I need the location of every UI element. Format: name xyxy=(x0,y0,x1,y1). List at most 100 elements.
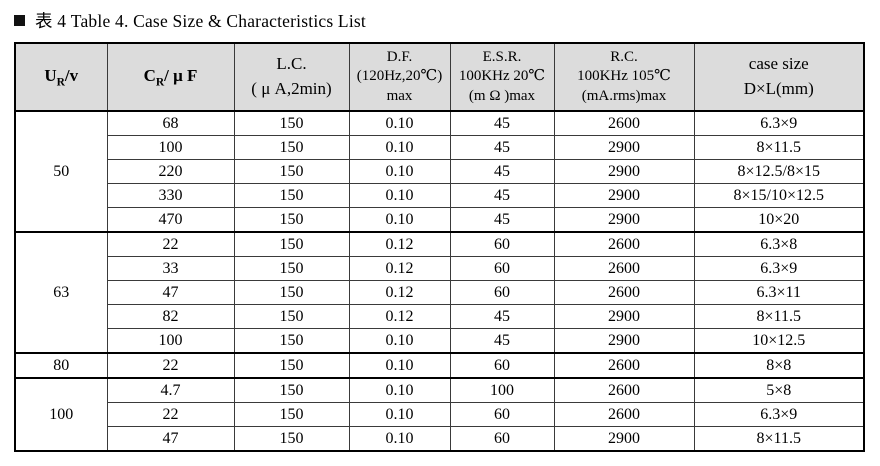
df-cell: 0.10 xyxy=(348,377,451,403)
ripple-current-cell: 2900 xyxy=(553,135,695,160)
case-size-cell: 8×15/10×12.5 xyxy=(693,183,865,208)
leakage-current-cell: 150 xyxy=(233,402,350,427)
esr-cell: 60 xyxy=(449,280,555,305)
voltage-group-50: 50 68 150 0.10 45 2600 6.3×9 100 150 0.1… xyxy=(14,110,865,233)
capacitance-cell: 22 xyxy=(106,352,235,379)
case-size-cell: 6.3×9 xyxy=(693,110,865,136)
df-cell: 0.10 xyxy=(348,328,451,354)
case-size-cell: 10×20 xyxy=(693,207,865,233)
case-size-cell: 8×12.5/8×15 xyxy=(693,159,865,184)
capacitance-cell: 100 xyxy=(106,328,235,354)
voltage-group-63: 63 22 150 0.12 60 2600 6.3×8 33 150 0.12… xyxy=(14,231,865,354)
capacitance-cell: 47 xyxy=(106,426,235,452)
ripple-current-cell: 2900 xyxy=(553,426,695,452)
voltage-cell: 100 xyxy=(14,377,108,452)
capacitance-cell: 330 xyxy=(106,183,235,208)
case-size-cell: 6.3×9 xyxy=(693,256,865,281)
df-cell: 0.12 xyxy=(348,231,451,257)
df-cell: 0.10 xyxy=(348,352,451,379)
leakage-current-cell: 150 xyxy=(233,231,350,257)
header-row: UR/v CR/ μ F L.C. ( μ A,2min) D.F. (120H… xyxy=(14,42,865,112)
capacitance-cell: 22 xyxy=(106,402,235,427)
ripple-current-cell: 2600 xyxy=(553,280,695,305)
header-dissipation-factor: D.F. (120Hz,20℃) max xyxy=(348,42,451,112)
esr-cell: 60 xyxy=(449,256,555,281)
voltage-group-100: 100 4.7 150 0.10 100 2600 5×8 22 150 0.1… xyxy=(14,377,865,452)
leakage-current-cell: 150 xyxy=(233,280,350,305)
header-case-size: case size D×L(mm) xyxy=(693,42,865,112)
esr-cell: 45 xyxy=(449,110,555,136)
table-row: 33 150 0.12 60 2600 6.3×9 xyxy=(15,256,865,281)
capacitance-cell: 68 xyxy=(106,110,235,136)
voltage-cell: 80 xyxy=(14,352,108,379)
ripple-current-cell: 2900 xyxy=(553,207,695,233)
header-esr: E.S.R. 100KHz 20℃ (m Ω )max xyxy=(449,42,555,112)
esr-cell: 60 xyxy=(449,402,555,427)
header-leakage-current: L.C. ( μ A,2min) xyxy=(233,42,350,112)
case-size-cell: 5×8 xyxy=(693,377,865,403)
ripple-current-cell: 2600 xyxy=(553,256,695,281)
ripple-current-cell: 2900 xyxy=(553,159,695,184)
table-header: UR/v CR/ μ F L.C. ( μ A,2min) D.F. (120H… xyxy=(14,42,865,112)
esr-cell: 45 xyxy=(449,135,555,160)
table-row: 100 4.7 150 0.10 100 2600 5×8 xyxy=(14,377,865,452)
capacitance-cell: 22 xyxy=(106,231,235,257)
table-row: 100 150 0.10 45 2900 8×11.5 xyxy=(15,135,865,160)
ripple-current-cell: 2900 xyxy=(553,304,695,329)
df-cell: 0.12 xyxy=(348,256,451,281)
df-cell: 0.12 xyxy=(348,280,451,305)
ripple-current-cell: 2600 xyxy=(553,402,695,427)
ripple-current-cell: 2600 xyxy=(553,377,695,403)
leakage-current-cell: 150 xyxy=(233,256,350,281)
case-size-cell: 8×11.5 xyxy=(693,135,865,160)
header-ripple-current: R.C. 100KHz 105℃ (mA.rms)max xyxy=(553,42,695,112)
leakage-current-cell: 150 xyxy=(233,110,350,136)
esr-cell: 45 xyxy=(449,159,555,184)
leakage-current-cell: 150 xyxy=(233,135,350,160)
df-cell: 0.12 xyxy=(348,304,451,329)
esr-cell: 100 xyxy=(449,377,555,403)
df-cell: 0.10 xyxy=(348,159,451,184)
capacitance-cell: 220 xyxy=(106,159,235,184)
ripple-current-cell: 2600 xyxy=(553,231,695,257)
case-size-cell: 8×8 xyxy=(693,352,865,379)
leakage-current-cell: 150 xyxy=(233,352,350,379)
leakage-current-cell: 150 xyxy=(233,304,350,329)
table-title: 表 4 Table 4. Case Size & Characteristics… xyxy=(14,9,880,31)
df-cell: 0.10 xyxy=(348,183,451,208)
esr-cell: 60 xyxy=(449,426,555,452)
leakage-current-cell: 150 xyxy=(233,328,350,354)
esr-cell: 45 xyxy=(449,304,555,329)
esr-cell: 45 xyxy=(449,207,555,233)
capacitance-cell: 4.7 xyxy=(106,377,235,403)
table-row: 63 22 150 0.12 60 2600 6.3×8 xyxy=(14,231,865,354)
header-rated-voltage: UR/v xyxy=(14,42,108,112)
case-size-cell: 8×11.5 xyxy=(693,426,865,452)
characteristics-table: UR/v CR/ μ F L.C. ( μ A,2min) D.F. (120H… xyxy=(14,42,865,452)
table-row: 47 150 0.10 60 2900 8×11.5 xyxy=(15,426,865,452)
capacitance-cell: 33 xyxy=(106,256,235,281)
case-size-cell: 10×12.5 xyxy=(693,328,865,354)
esr-cell: 45 xyxy=(449,328,555,354)
table-row: 50 68 150 0.10 45 2600 6.3×9 xyxy=(14,110,865,233)
leakage-current-cell: 150 xyxy=(233,377,350,403)
voltage-cell: 63 xyxy=(14,231,108,354)
df-cell: 0.10 xyxy=(348,426,451,452)
capacitance-cell: 47 xyxy=(106,280,235,305)
table-row: 100 150 0.10 45 2900 10×12.5 xyxy=(15,328,865,354)
df-cell: 0.10 xyxy=(348,207,451,233)
case-size-cell: 6.3×8 xyxy=(693,231,865,257)
df-cell: 0.10 xyxy=(348,110,451,136)
capacitance-cell: 100 xyxy=(106,135,235,160)
esr-cell: 60 xyxy=(449,352,555,379)
esr-cell: 45 xyxy=(449,183,555,208)
ripple-current-cell: 2900 xyxy=(553,183,695,208)
ripple-current-cell: 2600 xyxy=(553,110,695,136)
table-row: 47 150 0.12 60 2600 6.3×11 xyxy=(15,280,865,305)
table-row: 220 150 0.10 45 2900 8×12.5/8×15 xyxy=(15,159,865,184)
leakage-current-cell: 150 xyxy=(233,426,350,452)
ripple-current-cell: 2600 xyxy=(553,352,695,379)
leakage-current-cell: 150 xyxy=(233,183,350,208)
case-size-cell: 6.3×11 xyxy=(693,280,865,305)
df-cell: 0.10 xyxy=(348,402,451,427)
